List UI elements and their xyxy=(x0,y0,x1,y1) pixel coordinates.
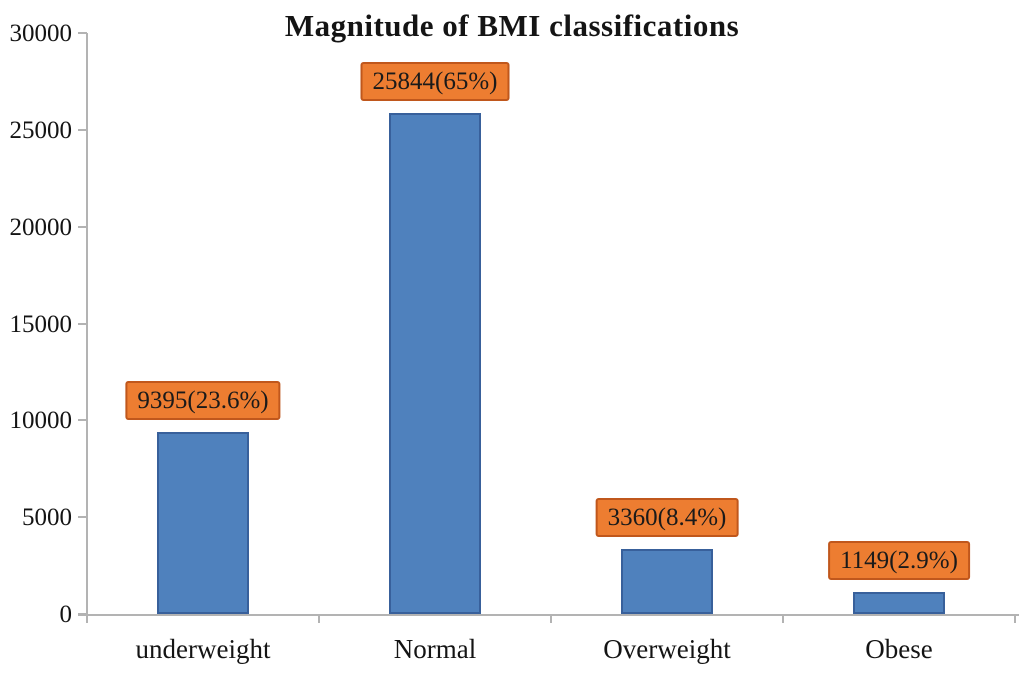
y-tick-mark xyxy=(78,128,87,131)
data-label-normal: 25844(65%) xyxy=(360,62,510,102)
x-tick-mark xyxy=(550,614,552,623)
y-tick-mark xyxy=(78,225,87,228)
data-label-obese: 1149(2.9%) xyxy=(828,540,970,580)
y-tick-mark xyxy=(78,32,87,34)
y-tick-label: 20000 xyxy=(9,213,73,241)
bar-underweight xyxy=(157,432,249,614)
data-label-underweight: 9395(23.6%) xyxy=(125,381,281,421)
y-tick-label: 25000 xyxy=(9,116,73,144)
y-tick-label: 15000 xyxy=(9,310,73,338)
y-axis-line xyxy=(86,33,88,623)
y-tick-mark xyxy=(78,613,87,615)
x-tick-mark xyxy=(318,614,320,623)
category-label-obese: Obese xyxy=(865,634,933,664)
data-label-overweight: 3360(8.4%) xyxy=(595,497,739,537)
y-tick-label: 0 xyxy=(59,601,73,628)
x-tick-mark xyxy=(1014,614,1016,623)
y-tick-mark xyxy=(78,516,87,519)
bar-overweight xyxy=(621,548,713,614)
y-tick-label: 30000 xyxy=(9,20,73,47)
x-axis-line xyxy=(78,614,1019,616)
x-tick-mark xyxy=(86,614,88,623)
bar-obese xyxy=(853,591,945,614)
y-tick-mark xyxy=(78,419,87,422)
category-label-overweight: Overweight xyxy=(603,634,731,664)
y-tick-label: 10000 xyxy=(9,407,73,435)
x-tick-mark xyxy=(782,614,784,623)
y-tick-mark xyxy=(78,322,87,325)
category-label-underweight: underweight xyxy=(135,634,271,664)
bar-normal xyxy=(389,113,481,614)
chart-title: Magnitude of BMI classifications xyxy=(284,8,740,43)
category-label-normal: Normal xyxy=(393,634,477,664)
y-tick-label: 5000 xyxy=(22,504,72,532)
